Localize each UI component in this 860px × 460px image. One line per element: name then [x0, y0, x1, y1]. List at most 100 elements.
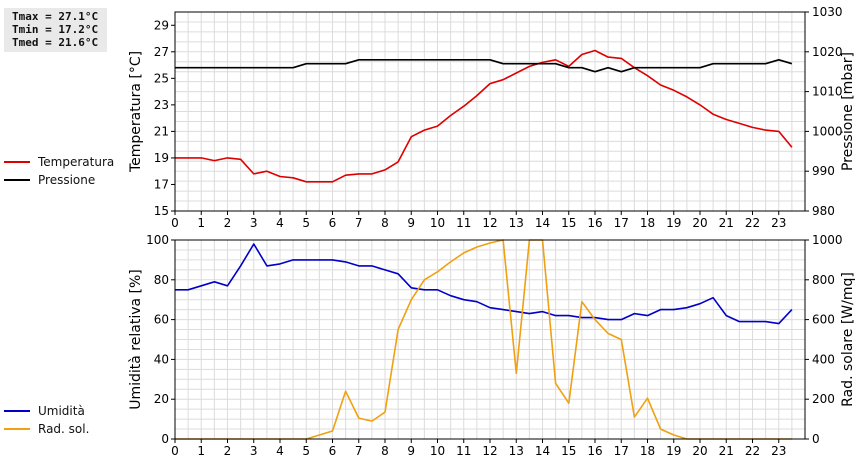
x-tick-label: 7	[355, 216, 363, 230]
x-tick-label: 13	[509, 444, 524, 458]
legend-bottom: Umidità Rad. sol.	[4, 402, 89, 438]
x-tick-label: 9	[407, 216, 415, 230]
legend-label-humidity: Umidità	[38, 404, 85, 418]
y2-tick-label: 1010	[812, 85, 843, 99]
y2-tick-label: 800	[812, 273, 835, 287]
y2-tick-label: 980	[812, 204, 835, 218]
x-tick-label: 10	[430, 444, 445, 458]
y2-tick-label: 1000	[812, 233, 843, 247]
y-tick-label: 80	[154, 273, 169, 287]
x-tick-label: 16	[587, 216, 602, 230]
y-tick-label: 60	[154, 313, 169, 327]
x-tick-label: 22	[745, 216, 760, 230]
legend-top: Temperatura Pressione	[4, 153, 114, 189]
x-tick-label: 4	[276, 444, 284, 458]
legend-swatch-pressure	[4, 179, 30, 181]
x-tick-label: 19	[666, 216, 681, 230]
y2-tick-label: 1030	[812, 5, 843, 19]
x-tick-label: 21	[719, 216, 734, 230]
x-tick-label: 6	[329, 216, 337, 230]
y-tick-label: 17	[154, 177, 169, 191]
x-tick-label: 16	[587, 444, 602, 458]
y-tick-label: 25	[154, 71, 169, 85]
legend-label-pressure: Pressione	[38, 173, 96, 187]
x-tick-label: 11	[456, 444, 471, 458]
x-tick-label: 15	[561, 444, 576, 458]
x-tick-label: 0	[171, 444, 179, 458]
stat-tmin: Tmin = 17.2°C	[12, 23, 99, 36]
x-tick-label: 2	[224, 444, 232, 458]
legend-label-temperature: Temperatura	[38, 155, 115, 169]
x-tick-label: 3	[250, 444, 258, 458]
x-tick-label: 12	[482, 444, 497, 458]
x-tick-label: 14	[535, 216, 550, 230]
y-axis-title: Umidità relativa [%]	[128, 269, 144, 410]
chart-panel-1: 0 1 2 3 4 5 6 7 8 9 10 11 12 13 14 15 16 17 18 19 20 21 22 2315…	[128, 5, 856, 230]
legend-swatch-temperature	[4, 161, 30, 163]
x-tick-label: 19	[666, 444, 681, 458]
legend-item-radiation: Rad. sol.	[4, 420, 89, 438]
y-axis-title: Temperatura [°C]	[128, 51, 144, 173]
series-line-temperature	[175, 49, 793, 183]
x-tick-label: 18	[640, 444, 655, 458]
x-tick-label: 7	[355, 444, 363, 458]
x-tick-label: 20	[692, 216, 707, 230]
x-tick-label: 12	[482, 216, 497, 230]
x-tick-label: 23	[771, 444, 786, 458]
legend-item-temperature: Temperatura	[4, 153, 114, 171]
x-tick-label: 14	[535, 444, 550, 458]
y-tick-label: 100	[146, 233, 169, 247]
x-tick-label: 0	[171, 216, 179, 230]
x-tick-label: 17	[614, 444, 629, 458]
y2-axis-title: Pressione [mbar]	[840, 52, 856, 171]
series-line-pressure	[175, 58, 793, 73]
y-tick-label: 0	[161, 432, 169, 446]
x-tick-label: 5	[302, 216, 310, 230]
legend-swatch-humidity	[4, 410, 30, 412]
x-tick-label: 18	[640, 216, 655, 230]
x-tick-label: 6	[329, 444, 337, 458]
y-tick-label: 21	[154, 124, 169, 138]
y2-tick-label: 990	[812, 164, 835, 178]
y2-tick-label: 200	[812, 392, 835, 406]
x-tick-label: 4	[276, 216, 284, 230]
y-tick-label: 19	[154, 151, 169, 165]
x-tick-label: 17	[614, 216, 629, 230]
series-line-humidity	[175, 243, 793, 325]
y2-axis-title: Rad. solare [W/mq]	[840, 272, 856, 407]
stat-tmax: Tmax = 27.1°C	[12, 10, 99, 23]
y2-tick-label: 0	[812, 432, 820, 446]
stats-box: Tmax = 27.1°C Tmin = 17.2°C Tmed = 21.6°…	[4, 8, 107, 52]
x-tick-label: 8	[381, 444, 389, 458]
chart-panel-2: 0 1 2 3 4 5 6 7 8 9 10 11 12 13 14 15 16 17 18 19 20 21 22 2302…	[128, 233, 856, 458]
x-tick-label: 23	[771, 216, 786, 230]
y2-tick-label: 400	[812, 352, 835, 366]
y2-tick-label: 1020	[812, 45, 843, 59]
y-tick-label: 40	[154, 352, 169, 366]
x-tick-label: 22	[745, 444, 760, 458]
x-tick-label: 15	[561, 216, 576, 230]
y2-tick-label: 1000	[812, 124, 843, 138]
x-tick-label: 9	[407, 444, 415, 458]
y-tick-label: 15	[154, 204, 169, 218]
x-tick-label: 20	[692, 444, 707, 458]
y2-tick-label: 600	[812, 313, 835, 327]
y-tick-label: 23	[154, 98, 169, 112]
legend-label-radiation: Rad. sol.	[38, 422, 90, 436]
stat-tmed: Tmed = 21.6°C	[12, 36, 99, 49]
x-tick-label: 1	[197, 216, 205, 230]
y-tick-label: 29	[154, 18, 169, 32]
x-tick-label: 2	[224, 216, 232, 230]
x-tick-label: 10	[430, 216, 445, 230]
x-tick-label: 13	[509, 216, 524, 230]
x-tick-label: 21	[719, 444, 734, 458]
x-tick-label: 1	[197, 444, 205, 458]
legend-item-pressure: Pressione	[4, 171, 114, 189]
y-tick-label: 20	[154, 392, 169, 406]
legend-swatch-radiation	[4, 428, 30, 430]
y-tick-label: 27	[154, 45, 169, 59]
x-tick-label: 11	[456, 216, 471, 230]
x-tick-label: 5	[302, 444, 310, 458]
legend-item-humidity: Umidità	[4, 402, 89, 420]
